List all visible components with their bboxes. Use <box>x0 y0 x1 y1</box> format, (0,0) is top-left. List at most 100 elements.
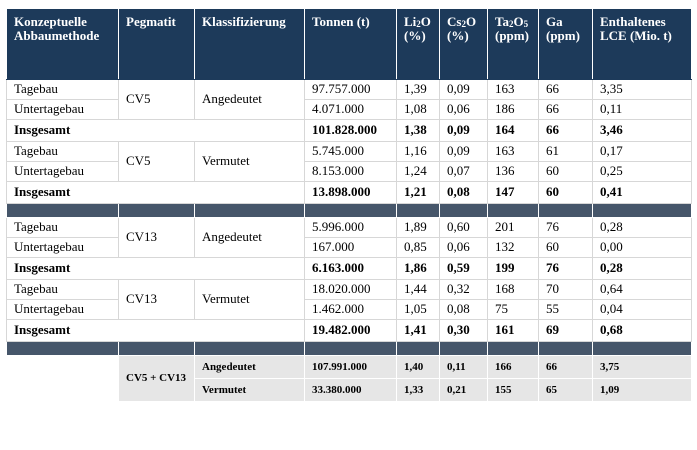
cell-cs2o: 0,07 <box>439 161 488 182</box>
cell-lce: 0,41 <box>592 181 692 204</box>
header-lce: Enthaltenes LCE (Mio. t) <box>592 8 692 80</box>
li2o-subscript: 2 <box>416 19 421 29</box>
table-row: Tagebau CV5 Vermutet 5.745.000 1,16 0,09… <box>6 141 692 182</box>
cell-ga: 69 <box>538 319 593 342</box>
cell-ta2o5: 155 <box>487 378 539 402</box>
cell-ga: 70 <box>538 279 593 300</box>
cell-lce: 0,28 <box>592 217 692 238</box>
cell-li2o: 1,33 <box>396 378 440 402</box>
cell-ga: 66 <box>538 119 593 142</box>
cell-method: Tagebau <box>6 79 119 100</box>
cell-ta2o5: 136 <box>487 161 539 182</box>
cell-klassifizierung: Angedeutet <box>194 355 305 379</box>
table-row: Tagebau CV13 Vermutet 18.020.000 1,44 0,… <box>6 279 692 320</box>
cell-tonnen: 4.071.000 <box>304 99 397 120</box>
cell-li2o: 1,38 <box>396 119 440 142</box>
resource-table: Konzeptuelle Abbaumethode Pegmatit Klass… <box>6 8 692 402</box>
cell-pegmatit: CV13 <box>118 279 195 320</box>
ta2o5-subscript-1: 2 <box>508 19 514 29</box>
cell-ta2o5: 161 <box>487 319 539 342</box>
cell-li2o: 1,44 <box>396 279 440 300</box>
cell-ga: 65 <box>538 378 593 402</box>
cell-lce: 3,46 <box>592 119 692 142</box>
summary-row: CV5 + CV13 Angedeutet 107.991.000 1,40 0… <box>6 355 692 402</box>
cell-ga: 76 <box>538 217 593 238</box>
cell-method: Tagebau <box>6 217 119 238</box>
header-cs2o: Cs2O (%) <box>439 8 488 80</box>
cell-klassifizierung: Vermutet <box>194 141 305 182</box>
cell-klassifizierung: Vermutet <box>194 279 305 320</box>
table-row: Untertagebau 1.462.000 1,05 0,08 75 55 0… <box>6 299 692 320</box>
cell-tonnen: 8.153.000 <box>304 161 397 182</box>
cell-li2o: 1,89 <box>396 217 440 238</box>
header-tonnen: Tonnen (t) <box>304 8 397 80</box>
cell-summary-pegmatit: CV5 + CV13 <box>118 355 195 402</box>
summary-row: Vermutet 33.380.000 1,33 0,21 155 65 1,0… <box>7 378 692 402</box>
table-row: Untertagebau 167.000 0,85 0,06 132 60 0,… <box>6 237 692 258</box>
cell-li2o: 1,24 <box>396 161 440 182</box>
cell-method: Tagebau <box>6 279 119 300</box>
cs2o-unit: (%) <box>447 28 469 44</box>
cell-cs2o: 0,09 <box>439 79 488 100</box>
cell-lce: 3,75 <box>592 355 692 379</box>
cell-li2o: 1,41 <box>396 319 440 342</box>
li2o-unit: (%) <box>404 28 426 44</box>
cell-method: Untertagebau <box>6 99 119 120</box>
header-method: Konzeptuelle Abbaumethode <box>6 8 119 80</box>
cell-lce: 1,09 <box>592 378 692 402</box>
cell-klassifizierung: Angedeutet <box>194 217 305 258</box>
header-klassifizierung: Klassifizierung <box>194 8 305 80</box>
cell-total-label: Insgesamt <box>6 257 305 280</box>
cell-li2o: 1,21 <box>396 181 440 204</box>
cell-cs2o: 0,09 <box>439 141 488 162</box>
cell-li2o: 1,05 <box>396 299 440 320</box>
cs2o-symbol: Cs <box>447 14 462 29</box>
cell-tonnen: 5.996.000 <box>304 217 397 238</box>
cell-ta2o5: 132 <box>487 237 539 258</box>
cell-ta2o5: 163 <box>487 141 539 162</box>
cell-ta2o5: 75 <box>487 299 539 320</box>
cell-ta2o5: 166 <box>487 355 539 379</box>
cell-lce: 0,64 <box>592 279 692 300</box>
cell-li2o: 1,40 <box>396 355 440 379</box>
cell-ga: 66 <box>538 355 593 379</box>
cell-cs2o: 0,21 <box>439 378 488 402</box>
cell-tonnen: 19.482.000 <box>304 319 397 342</box>
header-pegmatit: Pegmatit <box>118 8 195 80</box>
ta2o5-symbol: Ta <box>495 14 509 29</box>
table-row: Tagebau CV13 Angedeutet 5.996.000 1,89 0… <box>6 217 692 258</box>
cell-method: Untertagebau <box>6 161 119 182</box>
cell-ta2o5: 163 <box>487 79 539 100</box>
cell-method: Tagebau <box>6 141 119 162</box>
ta2o5-subscript-2: 5 <box>523 19 529 29</box>
cell-lce: 0,11 <box>592 99 692 120</box>
cell-tonnen: 107.991.000 <box>304 355 397 379</box>
cell-tonnen: 33.380.000 <box>304 378 397 402</box>
table-row: Untertagebau 8.153.000 1,24 0,07 136 60 … <box>6 161 692 182</box>
cell-ta2o5: 186 <box>487 99 539 120</box>
cell-ga: 61 <box>538 141 593 162</box>
cell-ta2o5: 168 <box>487 279 539 300</box>
cell-lce: 0,25 <box>592 161 692 182</box>
cell-cs2o: 0,06 <box>439 237 488 258</box>
cell-li2o: 1,16 <box>396 141 440 162</box>
total-row: Insgesamt 6.163.000 1,86 0,59 199 76 0,2… <box>6 257 692 280</box>
cell-cs2o: 0,06 <box>439 99 488 120</box>
cell-ta2o5: 164 <box>487 119 539 142</box>
cs2o-symbol-tail: O <box>465 14 477 29</box>
cell-method: Untertagebau <box>6 237 119 258</box>
cell-tonnen: 167.000 <box>304 237 397 258</box>
cell-tonnen: 5.745.000 <box>304 141 397 162</box>
cell-pegmatit: CV5 <box>118 141 195 182</box>
cell-tonnen: 13.898.000 <box>304 181 397 204</box>
cell-cs2o: 0,11 <box>439 355 488 379</box>
cell-cs2o: 0,32 <box>439 279 488 300</box>
cell-total-label: Insgesamt <box>6 319 305 342</box>
cell-tonnen: 18.020.000 <box>304 279 397 300</box>
cell-ga: 60 <box>538 237 593 258</box>
cell-cs2o: 0,09 <box>439 119 488 142</box>
cell-ga: 55 <box>538 299 593 320</box>
cell-ga: 60 <box>538 161 593 182</box>
cell-li2o: 1,39 <box>396 79 440 100</box>
cell-ga: 76 <box>538 257 593 280</box>
